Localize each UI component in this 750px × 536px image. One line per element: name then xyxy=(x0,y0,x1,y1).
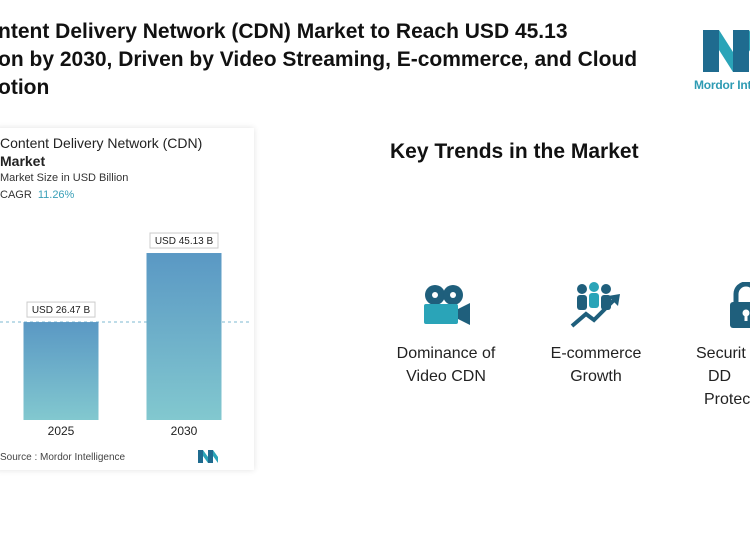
data-label-box xyxy=(149,232,219,249)
headline-line-1: ntent Delivery Network (CDN) Market to R… xyxy=(0,20,568,43)
trend-label-line-2: Video CDN xyxy=(406,368,486,385)
headline: ntent Delivery Network (CDN) Market to R… xyxy=(0,18,688,102)
cagr-label: CAGR xyxy=(0,189,32,201)
trend-video-cdn: Dominance of Video CDN xyxy=(384,282,508,388)
headline-line-3: otion xyxy=(0,76,50,99)
trends-heading: Key Trends in the Market xyxy=(390,140,639,163)
brand-name: Mordor Inte xyxy=(694,78,750,92)
trend-label-line-1: E-commerce xyxy=(550,345,642,362)
data-label: USD 26.47 B xyxy=(32,305,91,316)
trend-label-line-1: Securit xyxy=(696,345,746,362)
x-tick-label: 2025 xyxy=(48,424,75,438)
trend-label-line-1: Dominance of xyxy=(396,345,496,362)
lock-icon xyxy=(730,282,750,328)
source-text: Source : Mordor Intelligence xyxy=(0,452,126,463)
trend-ecommerce-growth: E-commerce Growth xyxy=(540,282,652,388)
trend-label-line-3: Protec xyxy=(704,391,750,408)
growth-people-icon xyxy=(570,282,620,328)
x-tick-label: 2030 xyxy=(171,424,198,438)
bar-chart: USD 26.47 B 2025 USD 45.13 B 2030 xyxy=(0,232,250,438)
data-label-box xyxy=(26,301,96,318)
trend-label-line-2: Growth xyxy=(570,368,622,385)
bar-2030 xyxy=(146,253,222,420)
cagr-value: 11.26% xyxy=(37,189,75,201)
trend-security: Securit DD Protec xyxy=(690,282,750,411)
bar-2025 xyxy=(23,322,99,420)
mordor-mini-logo-icon xyxy=(198,450,218,463)
chart-subtitle: Market Size in USD Billion xyxy=(0,172,129,184)
chart-title: Content Delivery Network (CDN) Market xyxy=(0,134,202,170)
headline-line-2: on by 2030, Driven by Video Streaming, E… xyxy=(0,48,638,71)
chart-title-line-2: Market xyxy=(0,153,46,169)
video-camera-icon xyxy=(424,285,470,325)
cagr: CAGR 11.26% xyxy=(0,189,74,201)
chart-title-line-1: Content Delivery Network (CDN) xyxy=(0,135,203,151)
data-label: USD 45.13 B xyxy=(155,236,214,247)
trend-label-line-2: DD xyxy=(708,368,732,385)
